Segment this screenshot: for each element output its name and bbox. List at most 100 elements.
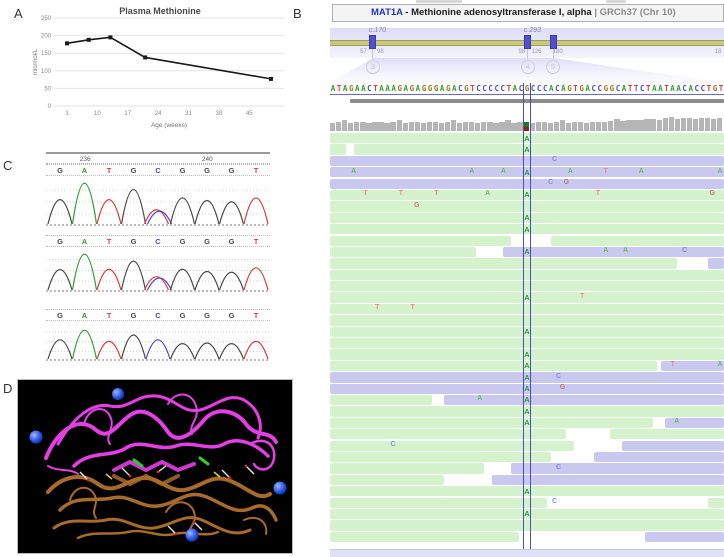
ref-base: G <box>579 84 584 93</box>
coverage-bar <box>469 121 475 131</box>
ref-base: G <box>712 84 718 93</box>
coverage-bar <box>559 120 566 131</box>
variant-base: A <box>524 213 530 223</box>
ref-base: A <box>391 84 396 93</box>
coordinate-label: 98 <box>377 49 384 55</box>
read-segment <box>330 303 724 315</box>
mismatch-base: A <box>500 167 506 175</box>
chromatogram-peak <box>143 209 170 225</box>
read-segment <box>511 463 724 474</box>
read-segment <box>330 189 724 201</box>
exon-marker <box>369 35 377 49</box>
read-row: A <box>330 486 724 497</box>
ref-base: G <box>603 84 609 93</box>
coverage-bar <box>420 122 426 131</box>
top-subunit-ribbon <box>44 393 278 475</box>
ref-base: A <box>676 84 681 93</box>
read-segment <box>330 440 575 451</box>
coordinate-label: 18 <box>714 49 722 55</box>
chromatogram-peak <box>218 343 245 360</box>
ref-base: A <box>361 84 366 93</box>
read-row <box>330 474 724 486</box>
ref-base: T <box>706 84 712 93</box>
exon-connector <box>552 49 554 60</box>
mismatch-base: T <box>363 190 368 198</box>
variant-base: A <box>524 418 530 428</box>
read-row <box>330 338 724 349</box>
coverage-bar <box>426 121 433 131</box>
mismatch-base: A <box>603 247 609 255</box>
ref-base: G <box>397 84 402 93</box>
read-segment <box>708 258 724 269</box>
coverage-bar <box>372 121 378 131</box>
coverage-bar <box>710 118 717 131</box>
variant-base: A <box>524 361 530 371</box>
variant-ref-base: G <box>524 84 530 93</box>
ref-base: A <box>621 84 627 93</box>
chromatogram-peak <box>47 339 73 360</box>
coverage-bar <box>614 119 620 131</box>
read-segment <box>330 326 724 337</box>
chromatogram-peak <box>96 268 122 291</box>
ref-base: C <box>615 84 621 93</box>
ref-base: A <box>585 84 590 93</box>
coverage-bar <box>493 122 499 131</box>
coverage-bar <box>438 122 445 131</box>
coverage-bar <box>680 117 687 131</box>
chromatogram-peak <box>169 197 196 225</box>
coverage-bar <box>571 121 578 131</box>
ref-base: G <box>433 84 439 93</box>
base-call-letter: T <box>253 166 259 175</box>
ref-base: C <box>488 84 493 93</box>
read-segment <box>664 417 724 429</box>
read-row: A <box>330 133 724 144</box>
x-tick-label: 24 <box>155 111 162 117</box>
coverage-variant-bar <box>523 121 529 131</box>
variant-base: A <box>524 384 530 394</box>
chromatogram-peak <box>146 210 173 225</box>
ref-base: A <box>385 84 390 93</box>
base-call-letter: G <box>179 237 186 246</box>
base-call-letter: C <box>155 166 161 175</box>
x-tick-label: 38 <box>216 111 223 117</box>
transcript-bar <box>350 99 724 103</box>
chromatogram-peak <box>243 340 269 360</box>
mismatch-base: C <box>552 156 558 164</box>
ref-base: A <box>403 84 409 93</box>
read-segment <box>503 246 724 258</box>
read-segment <box>330 406 724 417</box>
y-tick-label: 250 <box>41 16 52 22</box>
coverage-bar <box>336 121 342 131</box>
variant-base: A <box>524 509 530 519</box>
coordinate-label: 180 <box>552 49 563 55</box>
coverage-bar <box>638 120 644 131</box>
read-segment <box>330 394 433 406</box>
coverage-bar <box>650 118 656 131</box>
mismatch-base: A <box>674 418 680 426</box>
mismatch-base: C <box>682 247 688 255</box>
x-tick-label: 45 <box>246 111 253 117</box>
variant-position-label: c.293 <box>523 27 541 34</box>
residue-sticks <box>79 465 255 535</box>
read-segment <box>330 144 346 155</box>
chromatogram-peak <box>218 201 245 225</box>
read-segment <box>609 429 724 440</box>
ref-base: C <box>555 84 560 93</box>
y-axis-label: micrmol/L <box>33 48 39 75</box>
mismatch-base: C <box>555 372 562 380</box>
browser-bottom-strip <box>330 549 724 557</box>
read-row: C <box>330 463 724 474</box>
coverage-bar <box>583 122 590 131</box>
metal-ion <box>273 481 287 495</box>
variant-base: A <box>524 167 530 177</box>
base-call-letter: T <box>106 311 112 320</box>
read-segment <box>708 497 724 508</box>
coverage-bar <box>475 122 481 131</box>
chromatogram-peak <box>169 343 196 360</box>
base-call-letter: G <box>228 311 235 320</box>
position-number: 236 <box>77 156 93 163</box>
read-segment <box>330 508 724 520</box>
ref-base: A <box>688 84 693 93</box>
